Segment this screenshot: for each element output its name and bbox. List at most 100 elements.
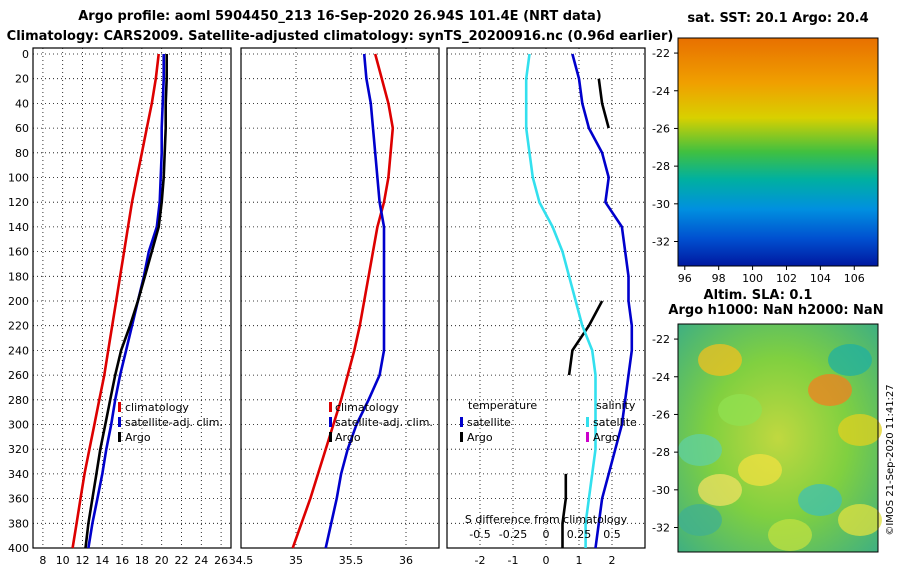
top-tick-label-0: -0.5 <box>469 528 490 541</box>
altim-blob-4 <box>738 454 782 486</box>
legend3-argo-swatch <box>460 432 463 442</box>
timestamp: ©IMOS 21-Sep-2020 11:41:27 <box>885 384 896 535</box>
map-ytick-label-sat-sst-map-5: -32 <box>652 236 670 249</box>
altim-blob-6 <box>718 394 762 426</box>
ytick-label-19: 380 <box>8 517 29 530</box>
legend1-clim-swatch <box>118 402 121 412</box>
ytick-label-0: 0 <box>22 48 29 61</box>
map-ytick-label-altimetry-map-1: -24 <box>652 371 670 384</box>
altim-blob-10 <box>698 474 742 506</box>
map-ytick-label-altimetry-map-4: -30 <box>652 484 670 497</box>
salinity-panel-frame <box>240 47 440 549</box>
ytick-label-5: 100 <box>8 172 29 185</box>
altim-map-title: Altim. SLA: 0.1 <box>704 288 813 303</box>
legend1-clim-label: climatology <box>125 401 189 414</box>
altim-blob-2 <box>838 414 882 446</box>
xtick-label-1-2: 35.5 <box>339 554 364 567</box>
map-xtick-label-sat-sst-map-3: 102 <box>776 272 797 285</box>
top-tick-label-3: 0.25 <box>567 528 592 541</box>
series-1-0-0 <box>291 53 395 549</box>
legend2-clim-label: climatology <box>335 401 399 414</box>
xtick-label-2-2: 0 <box>543 554 550 567</box>
xtick-label-2-3: 1 <box>576 554 583 567</box>
map-ytick-label-altimetry-map-0: -22 <box>652 333 670 346</box>
series-2-1-0 <box>597 78 610 129</box>
xtick-label-2-0: -2 <box>475 554 486 567</box>
map-ytick-label-sat-sst-map-4: -30 <box>652 198 670 211</box>
ytick-label-10: 200 <box>8 295 29 308</box>
ytick-label-15: 300 <box>8 419 29 432</box>
sst-map-image <box>678 38 878 266</box>
xtick-label-1-3: 36 <box>399 554 413 567</box>
xtick-label-2-1: -1 <box>508 554 519 567</box>
map-ytick-label-sat-sst-map-3: -28 <box>652 160 670 173</box>
series-2-2-0 <box>524 53 597 548</box>
ytick-label-7: 140 <box>8 221 29 234</box>
ytick-label-14: 280 <box>8 394 29 407</box>
altim-blob-5 <box>798 484 842 516</box>
legend3-sal-head: salinity <box>596 399 636 412</box>
legend3-sat-swatch <box>460 417 463 427</box>
ytick-label-16: 320 <box>8 443 29 456</box>
sst-map-title: sat. SST: 20.1 Argo: 20.4 <box>687 11 868 26</box>
argo-h-title: Argo h1000: NaN h2000: NaN <box>668 303 883 318</box>
legend3-argo-label: Argo <box>467 431 493 444</box>
series-0-0-0 <box>71 53 160 549</box>
series-1-1-0 <box>324 53 386 549</box>
legend3-salsat-label: satellite <box>593 416 637 429</box>
altim-blob-7 <box>678 504 722 536</box>
ytick-label-8: 160 <box>8 246 29 259</box>
map-ytick-label-sat-sst-map-0: -22 <box>652 47 670 60</box>
altim-blobs <box>678 344 882 551</box>
xtick-label-0-3: 14 <box>95 554 109 567</box>
xtick-label-0-8: 24 <box>194 554 208 567</box>
altim-blob-3 <box>678 434 722 466</box>
top-tick-label-1: -0.25 <box>499 528 527 541</box>
xtick-label-0-2: 12 <box>76 554 90 567</box>
ytick-label-12: 240 <box>8 344 29 357</box>
legend2-argo-label: Argo <box>335 431 361 444</box>
legend1-sat-label: satellite-adj. clim. <box>125 416 223 429</box>
legend3-salsat-swatch <box>586 417 589 427</box>
top-tick-label-2: 0 <box>543 528 550 541</box>
legend2-sat-label: satellite-adj. clim. <box>335 416 433 429</box>
map-xtick-label-sat-sst-map-1: 98 <box>712 272 726 285</box>
legend3-salargo-swatch <box>586 432 589 442</box>
map-ytick-label-altimetry-map-2: -26 <box>652 408 670 421</box>
ytick-label-20: 400 <box>8 542 29 555</box>
ytick-label-18: 360 <box>8 493 29 506</box>
legend2-argo-swatch <box>329 432 332 442</box>
diff-axis-label: S difference from climatology <box>465 513 628 526</box>
ytick-label-6: 120 <box>8 196 29 209</box>
altim-map-frame <box>677 323 879 553</box>
series-2-1-4 <box>561 473 568 548</box>
map-ytick-label-sat-sst-map-2: -26 <box>652 122 670 135</box>
series-0-2-0 <box>84 54 168 549</box>
map-xtick-label-sat-sst-map-2: 100 <box>742 272 763 285</box>
xtick-label-0-9: 26 <box>214 554 228 567</box>
ytick-label-4: 80 <box>15 147 29 160</box>
xtick-label-1-1: 35 <box>289 554 303 567</box>
series-0-1-0 <box>87 54 165 549</box>
xtick-label-0-1: 10 <box>56 554 70 567</box>
ytick-label-17: 340 <box>8 468 29 481</box>
legend1-sat-swatch <box>118 417 121 427</box>
altim-blob-1 <box>808 374 852 406</box>
series-2-1-2 <box>567 300 604 376</box>
altim-blob-8 <box>768 519 812 551</box>
ytick-label-2: 40 <box>15 97 29 110</box>
xtick-label-0-6: 20 <box>155 554 169 567</box>
xtick-label-0-5: 18 <box>135 554 149 567</box>
ytick-label-1: 20 <box>15 73 29 86</box>
altim-blob-11 <box>838 504 882 536</box>
altim-blob-9 <box>828 344 872 376</box>
ytick-label-11: 220 <box>8 320 29 333</box>
xtick-label-0-7: 22 <box>175 554 189 567</box>
map-xtick-label-sat-sst-map-4: 104 <box>810 272 831 285</box>
xtick-label-2-4: 2 <box>609 554 616 567</box>
series-layer <box>71 53 634 549</box>
map-xtick-label-sat-sst-map-0: 96 <box>678 272 692 285</box>
map-ytick-label-altimetry-map-5: -32 <box>652 522 670 535</box>
top-tick-label-4: 0.5 <box>603 528 621 541</box>
